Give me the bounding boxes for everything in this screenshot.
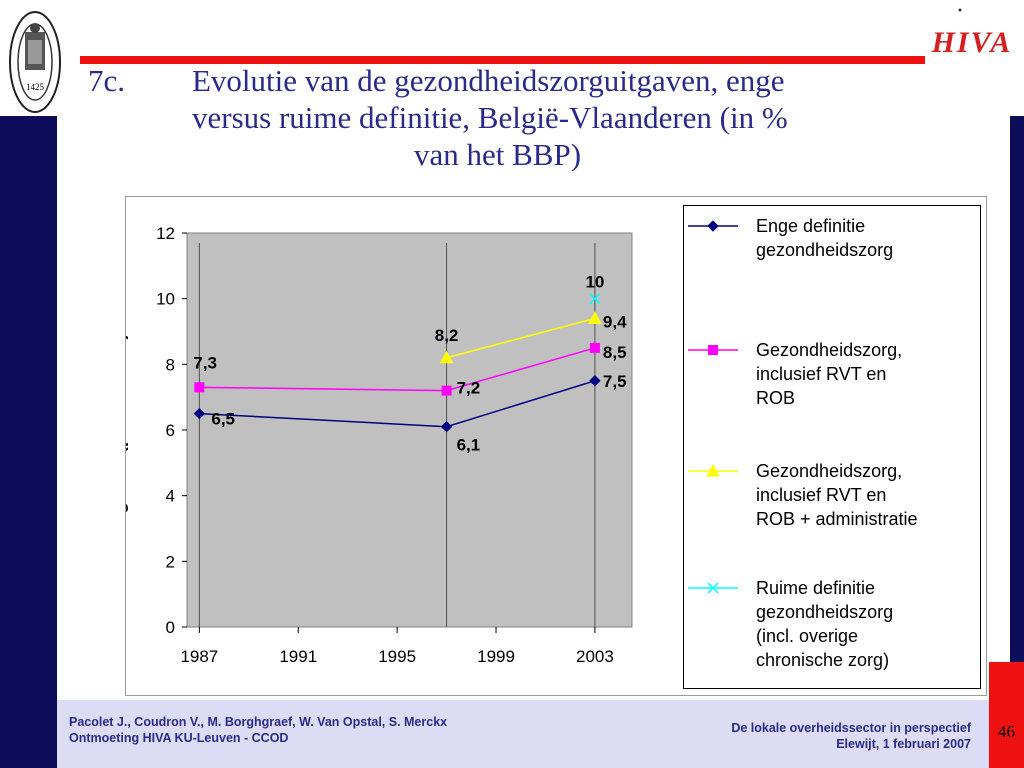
data-label: 7,3 <box>193 353 217 372</box>
data-point-marker <box>194 382 205 393</box>
legend-symbol <box>688 220 738 232</box>
data-point-marker <box>439 350 454 364</box>
y-tick-label: 6 <box>166 421 175 440</box>
line-chart: 0 2 4 6 8 10 12 1987 1991 1995 1999 2003 uitgaven (p… <box>126 224 633 666</box>
data-label: 7,2 <box>457 379 481 398</box>
series-line <box>446 317 596 359</box>
data-point-marker <box>589 293 601 305</box>
title-line-2: versus ruime definitie, België-Vlaandere… <box>192 100 788 135</box>
data-point-marker <box>589 375 601 387</box>
data-point-marker <box>707 220 719 232</box>
hiva-logo-icon: HIVA <box>925 2 1020 72</box>
title-line-3: van het BBP) <box>414 137 582 172</box>
chart-legend: Enge definitie gezondheidszorg Gezondheid… <box>683 205 981 689</box>
data-label: 9,4 <box>603 312 627 331</box>
footer-bar: Pacolet J., Coudron V., M. Borghgraef, W… <box>57 700 989 768</box>
y-tick-label: 10 <box>156 290 175 309</box>
page-number: 46 <box>998 722 1015 741</box>
data-label: 10 <box>585 273 604 292</box>
footer-context-date: Elewijt, 1 februari 2007 <box>836 737 971 751</box>
x-tick-label: 1991 <box>279 647 317 666</box>
data-point-marker <box>193 407 206 420</box>
right-navy-bar <box>1010 116 1024 662</box>
data-point-marker <box>440 421 453 433</box>
x-tick-label: 1995 <box>378 647 416 666</box>
data-label: 8,5 <box>603 343 627 362</box>
y-tick-label: 4 <box>166 487 175 506</box>
data-point-marker <box>708 345 718 355</box>
data-label: 6,1 <box>457 436 481 455</box>
series-4: 10 <box>585 273 604 305</box>
left-navy-bar <box>0 116 57 768</box>
x-tick-label: 1999 <box>477 647 515 666</box>
legend-symbol <box>688 463 738 477</box>
data-point-marker <box>707 582 719 594</box>
legend-label: Ruime definitie gezondheidszorg (incl. o… <box>756 578 894 670</box>
series-3: 8,2 9,4 <box>435 311 627 364</box>
data-label: 7,5 <box>603 372 627 391</box>
y-tick-label: 0 <box>166 618 175 637</box>
y-tick-label: 2 <box>166 552 175 571</box>
seal-year: 1425 <box>26 82 45 92</box>
data-label: 8,2 <box>435 326 459 345</box>
university-seal-icon: 1425 <box>9 11 61 113</box>
data-point-marker <box>588 311 602 324</box>
slide-number-label: 7c. <box>88 63 126 98</box>
legend-label: Enge definitie gezondheidszorg <box>756 216 894 260</box>
data-point-marker <box>589 342 600 353</box>
x-tick-label: 1987 <box>180 647 218 666</box>
legend-label: Gezondheidszorg, inclusief RVT en ROB <box>756 340 903 408</box>
title-line-1: Evolutie van de gezondheidszorguitgaven,… <box>192 63 785 98</box>
footer-authors: Pacolet J., Coudron V., M. Borghgraef, W… <box>69 715 448 729</box>
hiva-logo-text: HIVA <box>931 26 1013 59</box>
series-1: 6,5 6,1 7,5 <box>193 372 627 455</box>
data-label: 6,5 <box>211 410 235 429</box>
legend-symbol <box>688 345 738 355</box>
x-tick-label: 2003 <box>576 647 614 666</box>
y-tick-label: 12 <box>156 224 175 243</box>
plot-area <box>186 232 633 628</box>
legend-symbol <box>688 582 738 594</box>
page-number-box <box>989 662 1024 768</box>
data-point-marker <box>441 385 452 396</box>
y-axis-label: uitgaven (procentueel) <box>126 333 129 537</box>
data-point-marker <box>706 463 720 477</box>
footer-context-title: De lokale overheidssector in perspectief <box>731 721 971 735</box>
title-divider <box>80 56 925 64</box>
series-2: 7,3 7,2 8,5 <box>193 342 627 398</box>
legend-label: Gezondheidszorg, inclusief RVT en ROB + … <box>756 461 918 529</box>
y-tick-label: 8 <box>166 355 175 374</box>
footer-context: De lokale overheidssector in perspectief… <box>731 720 971 752</box>
footer-credits: Pacolet J., Coudron V., M. Borghgraef, W… <box>69 714 447 746</box>
footer-event: Ontmoeting HIVA KU-Leuven - CCOD <box>69 731 289 745</box>
